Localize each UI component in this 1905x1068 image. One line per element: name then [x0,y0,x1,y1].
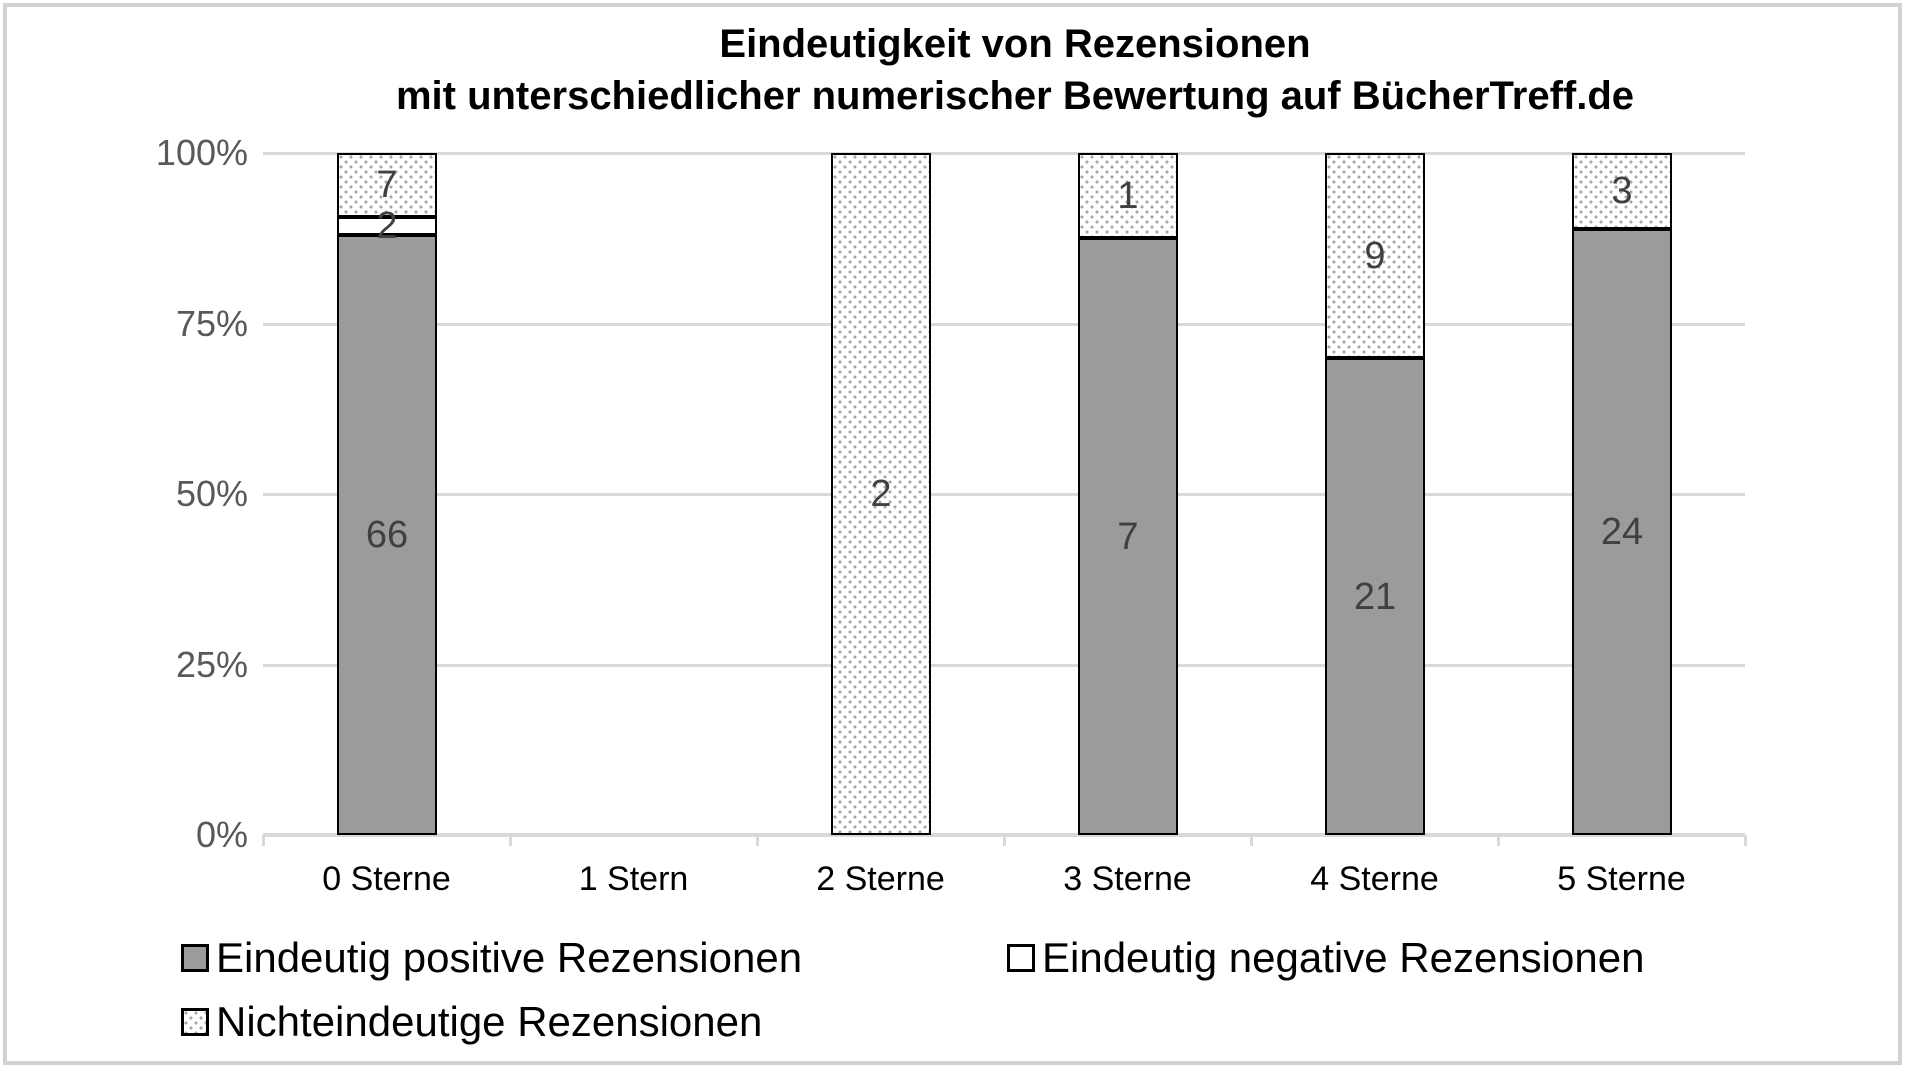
bar-segment-dotted: 2 [831,153,931,835]
data-label: 7 [1117,515,1139,558]
x-axis-category-label: 0 Sterne [322,860,451,898]
y-axis-tick-label: 75% [175,303,248,344]
data-label: 7 [376,164,398,206]
gridline [263,152,1745,155]
bar-segment-dotted: 3 [1572,153,1672,229]
bar-5-sterne: 24 3 [1572,153,1672,835]
legend-label-positive: Eindeutig positive Rezensionen [216,934,803,981]
data-label: 2 [376,205,398,247]
gridline [263,493,1745,496]
bar-2-sterne: 2 [831,153,931,835]
data-label: 3 [1611,170,1633,212]
legend-swatch-dotted-icon [181,1008,209,1036]
data-label: 9 [1364,234,1386,277]
y-axis-tick-label: 25% [175,644,248,685]
x-axis-tick [509,835,512,846]
data-label: 24 [1600,511,1644,553]
x-axis-category-label: 4 Sterne [1310,860,1439,898]
legend-label-negative: Eindeutig negative Rezensionen [1042,934,1645,981]
x-axis-tick [1003,835,1006,846]
legend-item-positive: Eindeutig positive Rezensionen [181,934,803,981]
legend-item-nichteindeutig: Nichteindeutige Rezensionen [181,998,763,1045]
bar-0-sterne: 66 2 7 [337,153,437,835]
bar-segment-positive: 7 [1078,238,1178,835]
x-axis-category-label: 1 Stern [578,860,689,898]
x-axis-tick [756,835,759,846]
y-axis-tick-label: 100% [155,132,248,173]
bar-segment-dotted: 1 [1078,153,1178,238]
x-axis-tick [1497,835,1500,846]
data-label: 21 [1353,575,1397,618]
x-axis-tick [1250,835,1253,846]
legend-label-nichteindeutig: Nichteindeutige Rezensionen [216,998,763,1045]
x-axis-category-label: 2 Sterne [816,860,945,898]
x-axis-tick [1744,835,1747,846]
bar-segment-negative: 2 [337,207,437,245]
data-label: 66 [365,514,409,556]
x-axis-tick [262,835,265,846]
gridline [263,323,1745,326]
y-axis-tick-label: 50% [175,473,248,514]
chart-title-line1: Eindeutigkeit von Rezensionen [719,22,1311,66]
x-axis-category-label: 5 Sterne [1557,860,1686,898]
data-label: 2 [870,473,892,515]
chart-title-line2: mit unterschiedlicher numerischer Bewert… [395,74,1635,118]
chart-title: Eindeutigkeit von Rezensionen mit unters… [240,18,1790,122]
bar-segment-dotted: 9 [1325,153,1425,358]
bar-4-sterne: 21 9 [1325,153,1425,835]
legend-swatch-positive-icon [181,944,209,972]
legend-item-negative: Eindeutig negative Rezensionen [1007,934,1645,981]
y-axis-tick-label: 0% [195,814,248,855]
plot-area: 66 2 7 2 7 1 21 9 24 3 [262,152,1747,846]
legend-swatch-negative-icon [1007,944,1035,972]
bar-segment-positive: 21 [1325,358,1425,835]
x-axis-category-label: 3 Sterne [1063,860,1192,898]
gridline [263,664,1745,667]
bar-segment-positive: 66 [337,235,437,835]
bar-segment-positive: 24 [1572,229,1672,835]
bar-segment-dotted: 7 [337,153,437,217]
data-label: 1 [1117,174,1139,217]
